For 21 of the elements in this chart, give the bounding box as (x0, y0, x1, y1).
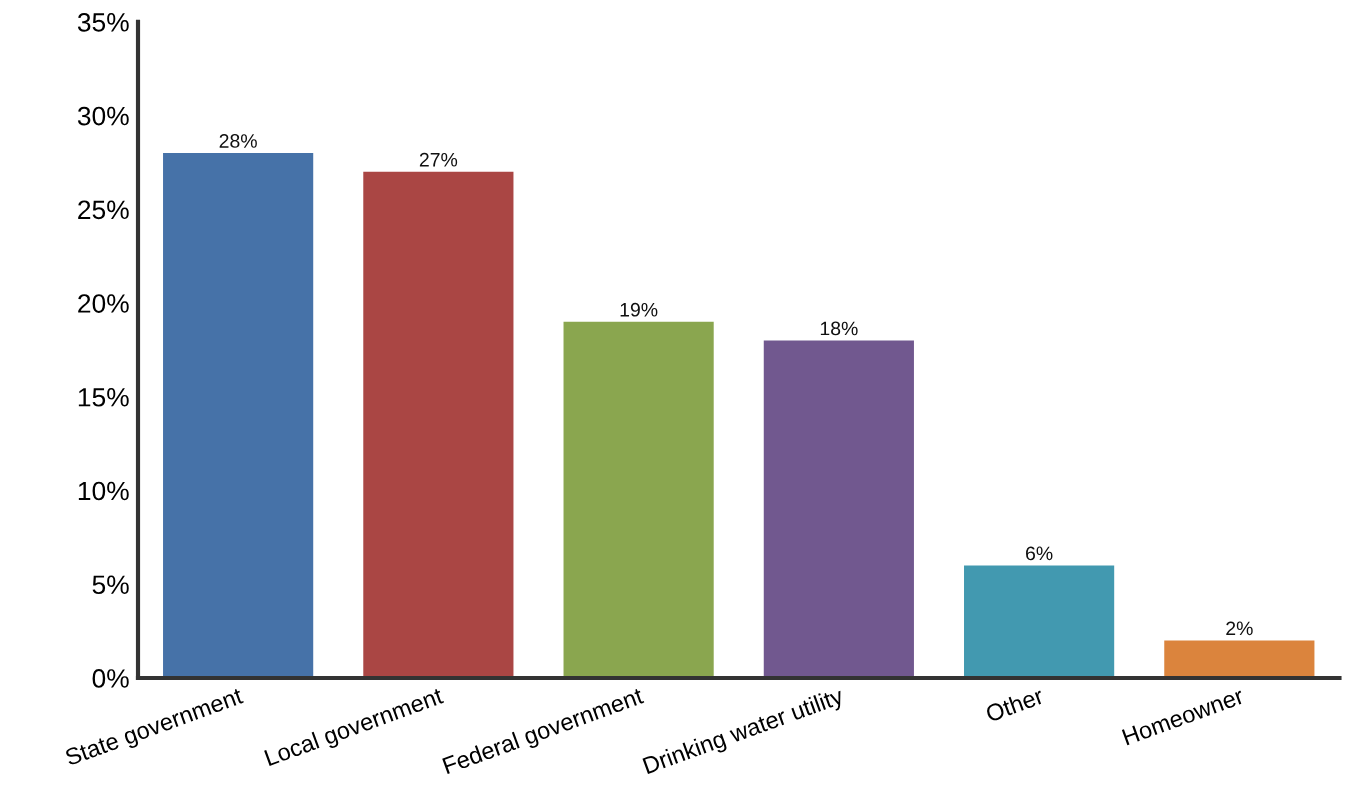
bar (763, 340, 914, 678)
y-tick-label: 0% (92, 669, 129, 688)
data-label: 28% (219, 134, 257, 148)
data-label: 2% (1226, 621, 1253, 636)
y-tick-label: 5% (92, 575, 129, 595)
y-tick-label: 15% (78, 388, 129, 407)
bar (363, 171, 514, 678)
data-label: 18% (820, 321, 858, 336)
y-tick-label: 35% (77, 13, 129, 32)
y-tick-label: 30% (77, 106, 129, 126)
data-label: 27% (419, 152, 458, 167)
data-label: 6% (1026, 546, 1053, 561)
y-tick-label: 20% (78, 294, 129, 313)
y-tick-label: 25% (78, 200, 129, 220)
bar (1164, 640, 1315, 678)
bar (964, 565, 1115, 678)
data-label: 19% (620, 302, 658, 317)
x-tick-label: Other (984, 686, 1045, 723)
bar (563, 321, 714, 678)
y-tick-label: 10% (78, 481, 129, 501)
bar (163, 153, 314, 678)
